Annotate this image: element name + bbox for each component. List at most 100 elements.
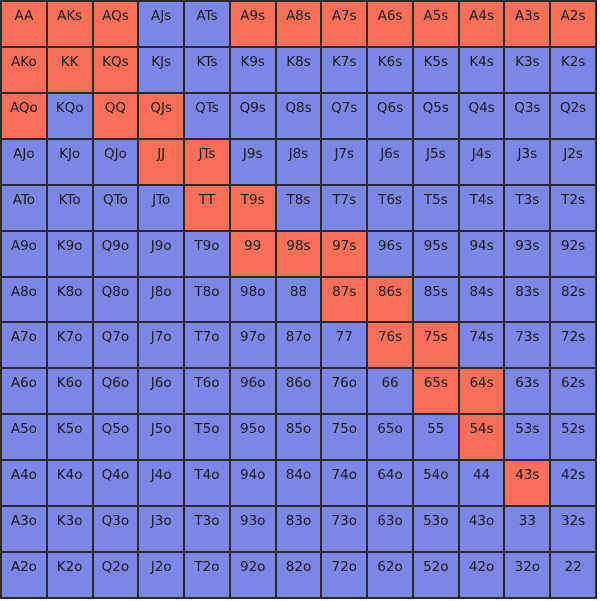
hand-cell-q9o[interactable]: Q9o: [92, 230, 139, 277]
hand-cell-a4o[interactable]: A4o: [1, 460, 47, 507]
hand-cell-93o[interactable]: 93o: [229, 506, 276, 553]
hand-cell-kts[interactable]: KTs: [184, 46, 230, 93]
hand-cell-a9s[interactable]: A9s: [229, 1, 276, 47]
hand-cell-k4o[interactable]: K4o: [46, 460, 93, 507]
hand-cell-53o[interactable]: 53o: [412, 506, 459, 553]
hand-cell-98o[interactable]: 98o: [229, 276, 276, 323]
hand-cell-ats[interactable]: ATs: [184, 1, 230, 47]
hand-cell-ako[interactable]: AKo: [1, 46, 47, 93]
hand-cell-93s[interactable]: 93s: [504, 230, 551, 277]
hand-cell-a5s[interactable]: A5s: [412, 1, 459, 47]
hand-cell-33[interactable]: 33: [504, 506, 551, 553]
hand-cell-q6s[interactable]: Q6s: [367, 92, 413, 139]
hand-cell-65o[interactable]: 65o: [367, 414, 413, 461]
hand-cell-j8o[interactable]: J8o: [138, 276, 185, 323]
hand-cell-kk[interactable]: KK: [46, 46, 93, 93]
hand-cell-94o[interactable]: 94o: [229, 460, 276, 507]
hand-cell-j9s[interactable]: J9s: [229, 138, 276, 185]
hand-cell-84o[interactable]: 84o: [275, 460, 322, 507]
hand-cell-72o[interactable]: 72o: [321, 552, 368, 598]
hand-cell-jto[interactable]: JTo: [138, 184, 185, 231]
hand-cell-84s[interactable]: 84s: [458, 276, 505, 323]
hand-cell-85o[interactable]: 85o: [275, 414, 322, 461]
hand-cell-66[interactable]: 66: [367, 368, 413, 415]
hand-cell-t4o[interactable]: T4o: [184, 460, 230, 507]
hand-cell-63s[interactable]: 63s: [504, 368, 551, 415]
hand-cell-qto[interactable]: QTo: [92, 184, 139, 231]
hand-cell-kjo[interactable]: KJo: [46, 138, 93, 185]
hand-cell-j3s[interactable]: J3s: [504, 138, 551, 185]
hand-cell-q7o[interactable]: Q7o: [92, 322, 139, 369]
hand-cell-64o[interactable]: 64o: [367, 460, 413, 507]
hand-cell-55[interactable]: 55: [412, 414, 459, 461]
hand-cell-q6o[interactable]: Q6o: [92, 368, 139, 415]
hand-cell-j6o[interactable]: J6o: [138, 368, 185, 415]
hand-cell-j9o[interactable]: J9o: [138, 230, 185, 277]
hand-cell-73s[interactable]: 73s: [504, 322, 551, 369]
hand-cell-99[interactable]: 99: [229, 230, 276, 277]
hand-cell-q5s[interactable]: Q5s: [412, 92, 459, 139]
hand-cell-52s[interactable]: 52s: [550, 414, 596, 461]
hand-cell-a7o[interactable]: A7o: [1, 322, 47, 369]
hand-cell-65s[interactable]: 65s: [412, 368, 459, 415]
hand-cell-92s[interactable]: 92s: [550, 230, 596, 277]
hand-cell-qq[interactable]: QQ: [92, 92, 139, 139]
hand-cell-q2o[interactable]: Q2o: [92, 552, 139, 598]
hand-cell-k3s[interactable]: K3s: [504, 46, 551, 93]
hand-cell-t4s[interactable]: T4s: [458, 184, 505, 231]
hand-cell-a9o[interactable]: A9o: [1, 230, 47, 277]
hand-cell-j5s[interactable]: J5s: [412, 138, 459, 185]
hand-cell-74s[interactable]: 74s: [458, 322, 505, 369]
hand-cell-q3o[interactable]: Q3o: [92, 506, 139, 553]
hand-cell-96o[interactable]: 96o: [229, 368, 276, 415]
hand-cell-t7s[interactable]: T7s: [321, 184, 368, 231]
hand-cell-j4s[interactable]: J4s: [458, 138, 505, 185]
hand-cell-j4o[interactable]: J4o: [138, 460, 185, 507]
hand-cell-j8s[interactable]: J8s: [275, 138, 322, 185]
hand-cell-96s[interactable]: 96s: [367, 230, 413, 277]
hand-cell-j6s[interactable]: J6s: [367, 138, 413, 185]
hand-cell-t5o[interactable]: T5o: [184, 414, 230, 461]
hand-cell-t2s[interactable]: T2s: [550, 184, 596, 231]
hand-cell-qjo[interactable]: QJo: [92, 138, 139, 185]
hand-cell-q4s[interactable]: Q4s: [458, 92, 505, 139]
hand-cell-87o[interactable]: 87o: [275, 322, 322, 369]
hand-cell-a4s[interactable]: A4s: [458, 1, 505, 47]
hand-cell-q9s[interactable]: Q9s: [229, 92, 276, 139]
hand-cell-82s[interactable]: 82s: [550, 276, 596, 323]
hand-cell-32o[interactable]: 32o: [504, 552, 551, 598]
hand-cell-a8s[interactable]: A8s: [275, 1, 322, 47]
hand-cell-87s[interactable]: 87s: [321, 276, 368, 323]
hand-cell-qjs[interactable]: QJs: [138, 92, 185, 139]
hand-cell-t3s[interactable]: T3s: [504, 184, 551, 231]
hand-cell-52o[interactable]: 52o: [412, 552, 459, 598]
hand-cell-ajs[interactable]: AJs: [138, 1, 185, 47]
hand-cell-aqs[interactable]: AQs: [92, 1, 139, 47]
hand-cell-a3s[interactable]: A3s: [504, 1, 551, 47]
hand-cell-92o[interactable]: 92o: [229, 552, 276, 598]
hand-cell-75o[interactable]: 75o: [321, 414, 368, 461]
hand-cell-53s[interactable]: 53s: [504, 414, 551, 461]
hand-cell-tt[interactable]: TT: [184, 184, 230, 231]
hand-cell-95s[interactable]: 95s: [412, 230, 459, 277]
hand-cell-44[interactable]: 44: [458, 460, 505, 507]
hand-cell-54o[interactable]: 54o: [412, 460, 459, 507]
hand-cell-74o[interactable]: 74o: [321, 460, 368, 507]
hand-cell-a7s[interactable]: A7s: [321, 1, 368, 47]
hand-cell-62o[interactable]: 62o: [367, 552, 413, 598]
hand-cell-ajo[interactable]: AJo: [1, 138, 47, 185]
hand-cell-73o[interactable]: 73o: [321, 506, 368, 553]
hand-cell-97s[interactable]: 97s: [321, 230, 368, 277]
hand-cell-kqo[interactable]: KQo: [46, 92, 93, 139]
hand-cell-aqo[interactable]: AQo: [1, 92, 47, 139]
hand-cell-76o[interactable]: 76o: [321, 368, 368, 415]
hand-cell-jj[interactable]: JJ: [138, 138, 185, 185]
hand-cell-t9o[interactable]: T9o: [184, 230, 230, 277]
hand-cell-k6o[interactable]: K6o: [46, 368, 93, 415]
hand-cell-k7o[interactable]: K7o: [46, 322, 93, 369]
hand-cell-54s[interactable]: 54s: [458, 414, 505, 461]
hand-cell-82o[interactable]: 82o: [275, 552, 322, 598]
hand-cell-k2o[interactable]: K2o: [46, 552, 93, 598]
hand-cell-k6s[interactable]: K6s: [367, 46, 413, 93]
hand-cell-jts[interactable]: JTs: [184, 138, 230, 185]
